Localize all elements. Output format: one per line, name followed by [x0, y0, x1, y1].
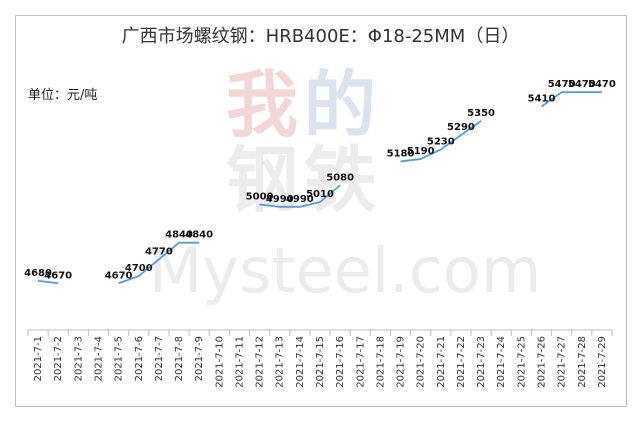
unit-label: 单位：元/吨: [28, 88, 98, 103]
data-label: 4680: [24, 268, 52, 279]
x-tick-label: 2021-7-4: [93, 336, 104, 381]
data-label: 5000: [246, 191, 274, 202]
data-label: 5470: [568, 79, 596, 90]
series-line: [400, 120, 482, 163]
x-axis: 2021-7-1 2021-7-2 2021-7-3 2021-7-4 2021-7-5…: [27, 329, 613, 388]
x-tick-label: 2021-7-19: [396, 336, 407, 388]
x-tick-label: 2021-7-5: [114, 336, 125, 381]
series-line: [540, 91, 602, 108]
x-tick-label: 2021-7-12: [255, 336, 266, 388]
x-tick-label: 2021-7-26: [537, 336, 548, 388]
data-label: 5010: [306, 189, 334, 200]
watermark-char: 的: [304, 62, 376, 147]
x-tick-label: 2021-7-23: [476, 336, 487, 388]
data-label: 4840: [165, 230, 193, 241]
x-tick-label: 2021-7-28: [577, 336, 588, 388]
x-tick-label: 2021-7-21: [436, 336, 447, 388]
x-tick-label: 2021-7-27: [557, 336, 568, 388]
data-label: 5190: [407, 146, 435, 157]
data-label: 5470: [588, 79, 616, 90]
data-label: 4840: [185, 230, 213, 241]
x-tick-label: 2021-7-18: [375, 336, 386, 388]
series-line: [118, 241, 200, 285]
series-line: [37, 279, 59, 285]
x-tick-label: 2021-7-1: [33, 336, 44, 381]
x-tick-label: 2021-7-24: [496, 336, 507, 388]
data-label: 4670: [105, 270, 133, 281]
data-label: 5080: [326, 172, 354, 183]
data-label: 5290: [447, 122, 475, 133]
data-label: 5350: [467, 108, 495, 119]
chart-title: 广西市场螺纹钢：HRB400E：Φ18-25MM（日）: [121, 26, 520, 47]
watermark: 我的钢 铁 Mysteel.com: [149, 62, 541, 307]
x-tick-label: 2021-7-15: [315, 336, 326, 388]
series-price: [37, 91, 602, 285]
x-tick-label: 2021-7-22: [456, 336, 467, 388]
x-tick-label: 2021-7-2: [53, 336, 64, 381]
watermark-char: 我: [226, 62, 298, 147]
watermark-text: Mysteel.com: [149, 234, 541, 307]
watermark-char: 钢: [226, 137, 298, 222]
x-tick-label: 2021-7-8: [174, 336, 185, 381]
data-label: 5230: [427, 137, 455, 148]
x-tick-label: 2021-7-7: [154, 336, 165, 381]
x-tick-label: 2021-7-6: [134, 336, 145, 381]
x-tick-label: 2021-7-25: [516, 336, 527, 388]
x-tick-label: 2021-7-9: [194, 336, 205, 381]
x-tick-label: 2021-7-11: [234, 336, 245, 388]
data-label: 4990: [266, 194, 294, 205]
data-label: 4700: [125, 263, 153, 274]
x-tick-label: 2021-7-29: [597, 336, 608, 388]
data-label: 4770: [145, 246, 173, 257]
watermark-char: 铁: [304, 137, 376, 222]
data-label: 5180: [387, 148, 415, 159]
x-tick-label: 2021-7-16: [335, 336, 346, 388]
data-label: 4990: [286, 194, 314, 205]
data-label: 5410: [528, 94, 556, 105]
x-tick-label: 2021-7-13: [275, 336, 286, 388]
series-line: [259, 184, 341, 208]
x-tick-label: 2021-7-20: [416, 336, 427, 388]
x-tick-label: 2021-7-3: [73, 336, 84, 381]
data-label: 4670: [44, 270, 72, 281]
x-tick-label: 2021-7-10: [214, 336, 225, 388]
x-tick-label: 2021-7-14: [295, 336, 306, 388]
chart-frame: [15, 15, 627, 407]
data-label: 5470: [548, 79, 576, 90]
x-tick-label: 2021-7-17: [355, 336, 366, 388]
